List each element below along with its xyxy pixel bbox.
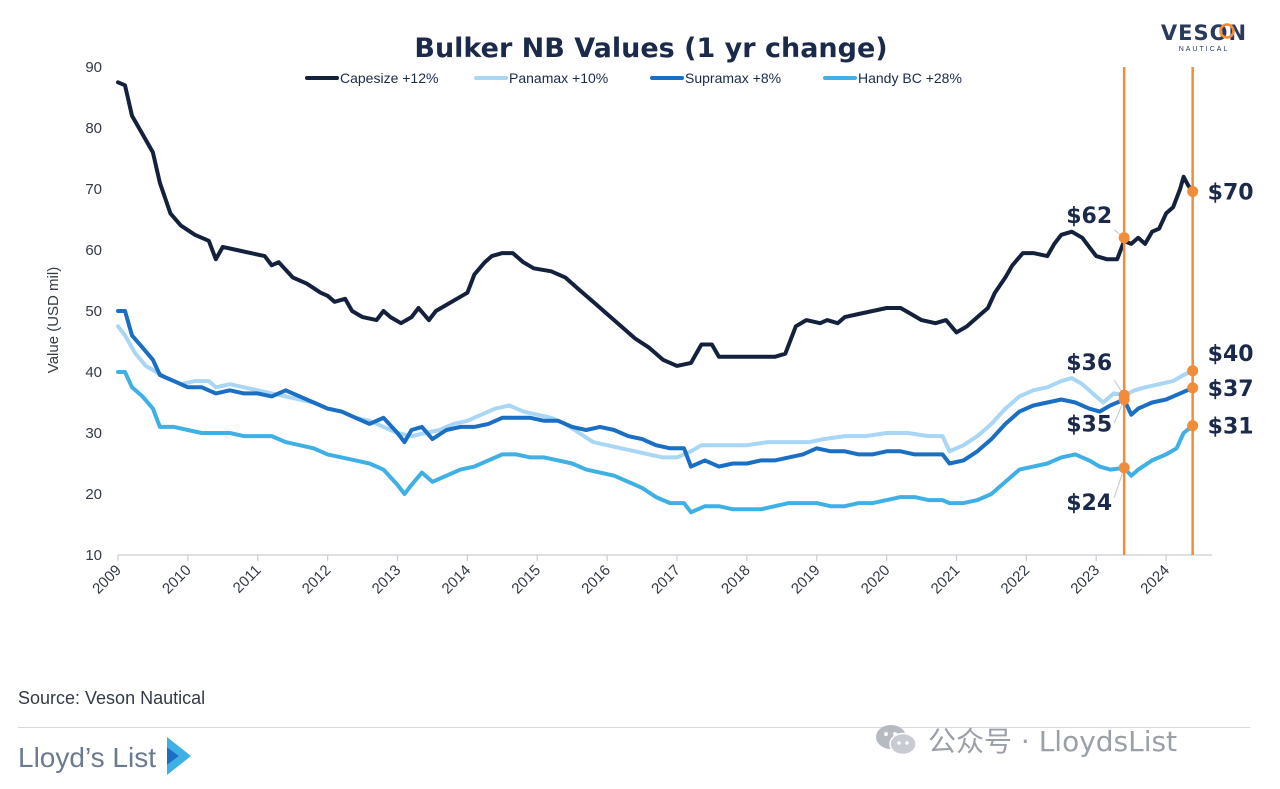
chart-title: Bulker NB Values (1 yr change) bbox=[414, 33, 887, 64]
x-tick-label: 2024 bbox=[1137, 562, 1173, 598]
legend-entry: Capesize +12% bbox=[340, 70, 438, 86]
legend-entry: Panamax +10% bbox=[509, 70, 608, 86]
x-tick-label: 2012 bbox=[299, 562, 335, 598]
y-tick-label: 80 bbox=[85, 120, 102, 137]
x-tick-label: 2020 bbox=[858, 562, 894, 598]
x-tick-label: 2018 bbox=[718, 562, 754, 598]
x-tick-label: 2022 bbox=[998, 562, 1034, 598]
y-tick-label: 20 bbox=[85, 486, 102, 503]
footer-divider bbox=[18, 727, 1250, 728]
brand-arrow-icon bbox=[167, 737, 191, 775]
y-tick-label: 60 bbox=[85, 242, 102, 259]
series-line bbox=[116, 324, 1195, 460]
annotation-label: $62 bbox=[1066, 204, 1112, 229]
annotation-dot bbox=[1187, 420, 1199, 432]
annotation-dot bbox=[1187, 365, 1199, 377]
x-tick-label: 2021 bbox=[928, 562, 964, 598]
annotation-dot bbox=[1118, 232, 1130, 244]
legend-entry: Supramax +8% bbox=[685, 70, 781, 86]
y-axis: 10 20 30 40 50 60 70 80 90 bbox=[85, 59, 102, 564]
annotation-label: $24 bbox=[1066, 491, 1112, 516]
y-tick-label: 30 bbox=[85, 425, 102, 442]
x-axis: 2009 2010 2011 2012 2013 2014 2015 2016 2017 2018… bbox=[89, 554, 1212, 598]
y-tick-label: 50 bbox=[85, 303, 102, 320]
svg-text:NAUTICAL: NAUTICAL bbox=[1179, 46, 1230, 53]
annotation-label: $35 bbox=[1066, 412, 1112, 437]
wechat-icon bbox=[876, 725, 917, 756]
x-tick-label: 2017 bbox=[648, 562, 684, 598]
series-line bbox=[116, 80, 1195, 368]
annotation-label: $70 bbox=[1208, 180, 1254, 205]
legend: Capesize +12% Panamax +10% Supramax +8% Han… bbox=[305, 70, 962, 86]
watermark-text: 公众号 · LloydsList bbox=[928, 725, 1178, 758]
annotation-label: $40 bbox=[1208, 342, 1254, 367]
annotation-dot bbox=[1187, 185, 1199, 197]
watermark: 公众号 · LloydsList bbox=[874, 720, 1177, 760]
legend-entry: Handy BC +28% bbox=[858, 70, 962, 86]
annotation-dot bbox=[1187, 382, 1199, 394]
line-chart: Bulker NB Values (1 yr change) Capesize … bbox=[45, 21, 1254, 598]
logo-accent-icon bbox=[1219, 23, 1235, 39]
y-tick-label: 40 bbox=[85, 364, 102, 381]
annotation-label: $36 bbox=[1066, 351, 1112, 376]
series-lines bbox=[116, 80, 1195, 515]
annotation-label: $37 bbox=[1208, 377, 1254, 402]
x-tick-label: 2015 bbox=[508, 562, 544, 598]
x-tick-label: 2014 bbox=[439, 562, 475, 598]
x-tick-label: 2013 bbox=[369, 562, 405, 598]
x-tick-label: 2016 bbox=[578, 562, 614, 598]
y-tick-label: 10 bbox=[85, 547, 102, 564]
source-note: Source: Veson Nautical bbox=[18, 688, 206, 708]
annotation-label: $31 bbox=[1208, 415, 1254, 440]
x-tick-label: 2011 bbox=[230, 562, 265, 597]
y-tick-label: 70 bbox=[85, 181, 102, 198]
y-axis-label: Value (USD mil) bbox=[45, 267, 62, 373]
veson-logo: VESON NAUTICAL bbox=[1161, 21, 1246, 53]
annotations: $62 $36 $35 $24 $70 $40 $37 $31 bbox=[1066, 180, 1253, 515]
annotation-dot bbox=[1118, 462, 1130, 474]
series-line bbox=[116, 370, 1195, 515]
brand-name: Lloyd’s List bbox=[18, 742, 157, 773]
marker-lines bbox=[1122, 67, 1194, 555]
annotation-dot bbox=[1118, 393, 1130, 405]
y-tick-label: 90 bbox=[85, 59, 102, 76]
x-tick-label: 2019 bbox=[788, 562, 824, 598]
x-tick-label: 2009 bbox=[89, 562, 125, 598]
x-tick-label: 2010 bbox=[159, 562, 195, 598]
x-tick-label: 2023 bbox=[1067, 562, 1103, 598]
series-line bbox=[116, 309, 1195, 469]
